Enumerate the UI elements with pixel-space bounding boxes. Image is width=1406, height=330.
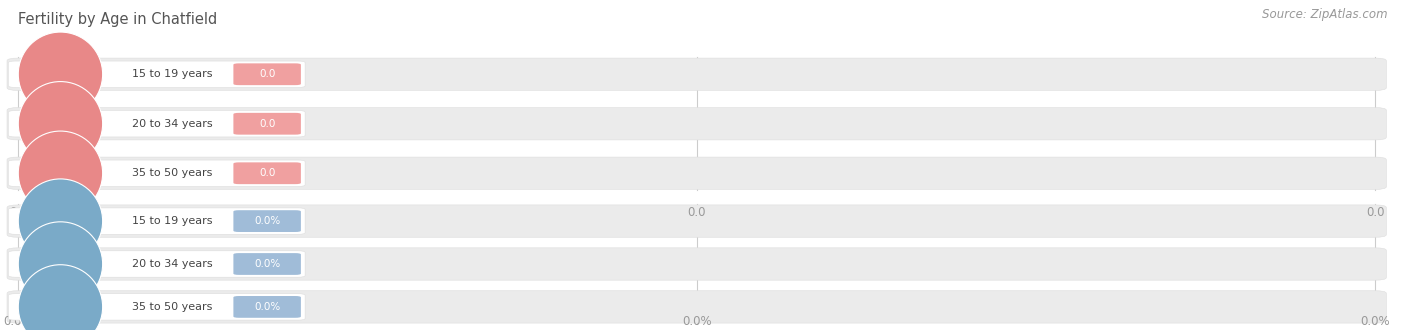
FancyBboxPatch shape — [233, 113, 301, 135]
FancyBboxPatch shape — [7, 157, 1386, 189]
FancyBboxPatch shape — [7, 205, 1386, 237]
Text: 35 to 50 years: 35 to 50 years — [132, 168, 212, 178]
Text: 0.0%: 0.0% — [254, 302, 280, 312]
Text: 35 to 50 years: 35 to 50 years — [132, 302, 212, 312]
FancyBboxPatch shape — [7, 291, 1386, 323]
Text: 0.0: 0.0 — [259, 168, 276, 178]
FancyBboxPatch shape — [8, 208, 305, 234]
Ellipse shape — [18, 131, 103, 215]
Text: Fertility by Age in Chatfield: Fertility by Age in Chatfield — [18, 12, 218, 26]
FancyBboxPatch shape — [233, 296, 301, 318]
Ellipse shape — [18, 82, 103, 166]
Ellipse shape — [18, 179, 103, 263]
FancyBboxPatch shape — [233, 210, 301, 232]
FancyBboxPatch shape — [7, 58, 1386, 90]
Ellipse shape — [18, 265, 103, 330]
FancyBboxPatch shape — [233, 162, 301, 184]
Text: Source: ZipAtlas.com: Source: ZipAtlas.com — [1263, 8, 1388, 21]
Text: 0.0%: 0.0% — [682, 315, 711, 328]
FancyBboxPatch shape — [8, 160, 305, 186]
Text: 20 to 34 years: 20 to 34 years — [132, 259, 212, 269]
FancyBboxPatch shape — [7, 108, 1386, 140]
Text: 20 to 34 years: 20 to 34 years — [132, 119, 212, 129]
Text: 15 to 19 years: 15 to 19 years — [132, 69, 212, 79]
FancyBboxPatch shape — [7, 248, 1386, 280]
Text: 0.0%: 0.0% — [254, 259, 280, 269]
Ellipse shape — [18, 222, 103, 306]
Text: 0.0%: 0.0% — [1360, 315, 1391, 328]
Text: 0.0: 0.0 — [259, 69, 276, 79]
Ellipse shape — [18, 32, 103, 116]
FancyBboxPatch shape — [8, 294, 305, 320]
FancyBboxPatch shape — [233, 253, 301, 275]
Text: 0.0%: 0.0% — [3, 315, 34, 328]
Text: 0.0: 0.0 — [688, 206, 706, 219]
Text: 0.0: 0.0 — [259, 119, 276, 129]
Text: 0.0: 0.0 — [8, 206, 28, 219]
Text: 15 to 19 years: 15 to 19 years — [132, 216, 212, 226]
Text: 0.0: 0.0 — [1365, 206, 1385, 219]
FancyBboxPatch shape — [8, 61, 305, 87]
FancyBboxPatch shape — [8, 251, 305, 277]
FancyBboxPatch shape — [8, 111, 305, 137]
FancyBboxPatch shape — [233, 63, 301, 85]
Text: 0.0%: 0.0% — [254, 216, 280, 226]
